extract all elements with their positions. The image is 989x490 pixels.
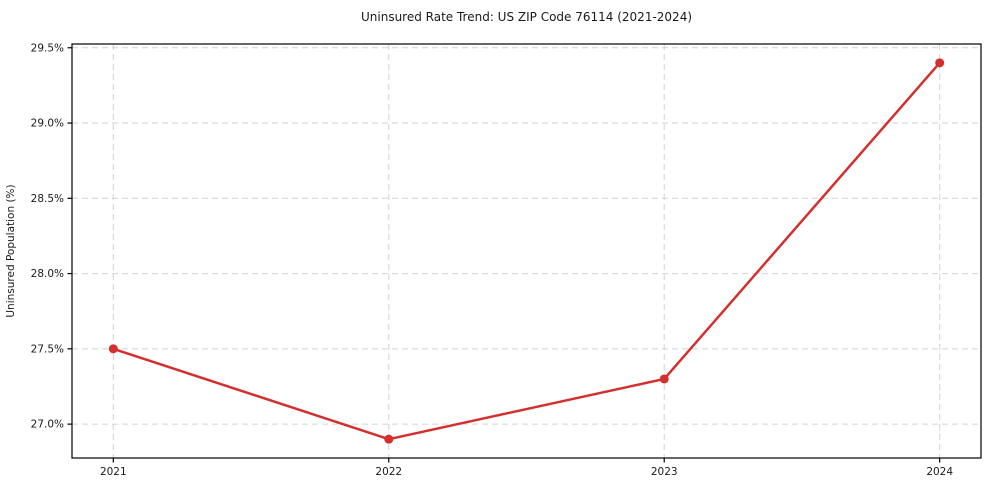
x-tick-label: 2021	[100, 466, 127, 478]
x-tick-label: 2022	[375, 466, 402, 478]
data-point	[384, 434, 394, 444]
y-tick-label: 27.5%	[31, 343, 64, 355]
tick-labels-layer: 27.0% 27.5% 28.0% 28.5% 29.0% 29.5% 2021 2022 20…	[31, 42, 954, 478]
spines-layer	[71, 43, 982, 459]
trend-line	[112, 61, 941, 441]
data-point	[108, 344, 118, 354]
x-tick-label: 2023	[651, 466, 678, 478]
y-tick-label: 28.0%	[31, 268, 64, 280]
series-layer	[108, 58, 945, 444]
chart-title: Uninsured Rate Trend: US ZIP Code 76114 …	[361, 10, 692, 24]
y-tick-label: 28.5%	[31, 193, 64, 205]
data-point	[935, 58, 945, 68]
plot-border	[71, 43, 982, 459]
y-tick-label: 29.5%	[31, 42, 64, 54]
y-axis-label: Uninsured Population (%)	[5, 184, 17, 317]
data-point	[659, 374, 669, 384]
ticks-layer	[67, 47, 941, 463]
y-tick-label: 29.0%	[31, 118, 64, 130]
grid-layer	[72, 44, 981, 458]
x-tick-label: 2024	[926, 466, 953, 478]
y-tick-label: 27.0%	[31, 419, 64, 431]
